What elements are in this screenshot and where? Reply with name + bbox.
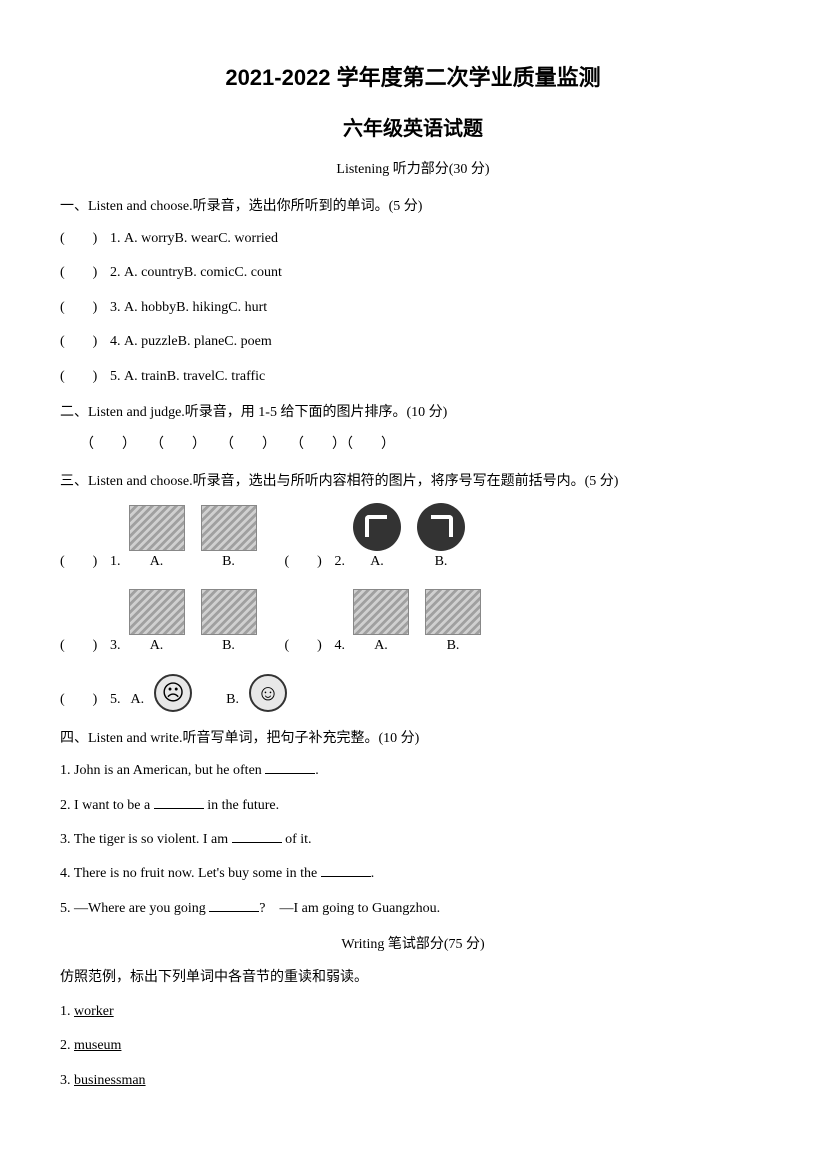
writing-word-2: 2. museum <box>60 1035 766 1057</box>
paren: ( ) <box>60 551 110 573</box>
happy-face-icon: ☺ <box>249 674 287 712</box>
paren: ( ) <box>60 366 110 388</box>
opt-b: B. <box>447 635 460 657</box>
blank <box>154 795 204 809</box>
word: businessman <box>74 1073 146 1088</box>
opts: A. worryB. wearC. worried <box>124 228 278 250</box>
section4-heading: 四、Listen and write.听音写单词，把句子补充完整。(10 分) <box>60 728 766 750</box>
qnum: 3. <box>110 635 121 657</box>
word: museum <box>74 1038 121 1053</box>
writing-word-3: 3. businessman <box>60 1070 766 1092</box>
qnum: 1. <box>110 228 121 250</box>
pre-text: 3. The tiger is so violent. I am <box>60 832 232 847</box>
paren: ( ) <box>60 297 110 319</box>
opt-a: A. <box>150 635 164 657</box>
s3-q1: ( ) 1. A. B. <box>60 505 265 573</box>
qnum: 2. <box>110 262 121 284</box>
post-text: of it. <box>282 832 312 847</box>
s3-q3-img-b <box>201 589 257 635</box>
wnum: 1. <box>60 1004 74 1019</box>
opt-a: A. <box>131 689 145 711</box>
opt-b: B. <box>222 551 235 573</box>
paren: ( ) <box>60 228 110 250</box>
s1-item-4: ( ) 4. A. puzzleB. planeC. poem <box>60 331 766 353</box>
opt-a: A. <box>370 551 384 573</box>
s3-row-3: ( ) 5. A. ☹ B. ☺ <box>60 674 766 712</box>
s1-item-5: ( ) 5. A. trainB. travelC. traffic <box>60 366 766 388</box>
s4-item-4: 4. There is no fruit now. Let's buy some… <box>60 863 766 885</box>
opt-b: B. <box>222 635 235 657</box>
s1-item-1: ( ) 1. A. worryB. wearC. worried <box>60 228 766 250</box>
qnum: 5. <box>110 689 121 711</box>
s3-q2-img-b <box>417 503 465 551</box>
wnum: 2. <box>60 1038 74 1053</box>
pre-text: 4. There is no fruit now. Let's buy some… <box>60 866 321 881</box>
blank <box>232 829 282 843</box>
pre-text: 5. —Where are you going <box>60 901 209 916</box>
s3-q1-img-b <box>201 505 257 551</box>
writing-label: Writing 笔试部分(75 分) <box>60 934 766 956</box>
sub-title: 六年级英语试题 <box>60 113 766 145</box>
s3-q4-img-a <box>353 589 409 635</box>
blanks-row: （ ） （ ） （ ） （ ）（ ） <box>80 434 395 456</box>
section3-heading: 三、Listen and choose.听录音，选出与所听内容相符的图片，将序号… <box>60 471 766 493</box>
s4-item-5: 5. —Where are you going ? —I am going to… <box>60 898 766 920</box>
section1-heading: 一、Listen and choose.听录音，选出你所听到的单词。(5 分) <box>60 196 766 218</box>
writing-word-1: 1. worker <box>60 1001 766 1023</box>
opts: A. hobbyB. hikingC. hurt <box>124 297 267 319</box>
s3-q1-img-a <box>129 505 185 551</box>
wnum: 3. <box>60 1073 74 1088</box>
listening-label: Listening 听力部分(30 分) <box>60 159 766 181</box>
opts: A. trainB. travelC. traffic <box>124 366 265 388</box>
opt-a: A. <box>374 635 388 657</box>
pre-text: 1. John is an American, but he often <box>60 763 265 778</box>
s2-blanks: （ ） （ ） （ ） （ ）（ ） <box>60 434 766 456</box>
paren: ( ) <box>285 551 335 573</box>
paren: ( ) <box>60 635 110 657</box>
s3-q2: ( ) 2. A. B. <box>285 503 474 573</box>
section2-heading: 二、Listen and judge.听录音，用 1-5 给下面的图片排序。(1… <box>60 402 766 424</box>
post-text: . <box>315 763 319 778</box>
s3-row-2: ( ) 3. A. B. ( ) 4. A. B. <box>60 589 766 657</box>
writing-instruction: 仿照范例，标出下列单词中各音节的重读和弱读。 <box>60 967 766 989</box>
s3-q2-img-a <box>353 503 401 551</box>
paren: ( ) <box>285 635 335 657</box>
word: worker <box>74 1004 114 1019</box>
paren: ( ) <box>60 331 110 353</box>
qnum: 2. <box>335 551 346 573</box>
pre-text: 2. I want to be a <box>60 798 154 813</box>
blank <box>265 760 315 774</box>
qnum: 4. <box>110 331 121 353</box>
opt-a: A. <box>150 551 164 573</box>
opt-b: B. <box>226 689 239 711</box>
qnum: 5. <box>110 366 121 388</box>
s1-item-2: ( ) 2. A. countryB. comicC. count <box>60 262 766 284</box>
s4-item-3: 3. The tiger is so violent. I am of it. <box>60 829 766 851</box>
s3-q4: ( ) 4. A. B. <box>285 589 490 657</box>
qnum: 3. <box>110 297 121 319</box>
qnum: 4. <box>335 635 346 657</box>
blank <box>321 863 371 877</box>
post-text: . <box>371 866 375 881</box>
post-text: in the future. <box>204 798 279 813</box>
s1-item-3: ( ) 3. A. hobbyB. hikingC. hurt <box>60 297 766 319</box>
opts: A. countryB. comicC. count <box>124 262 282 284</box>
s4-item-1: 1. John is an American, but he often . <box>60 760 766 782</box>
main-title: 2021-2022 学年度第二次学业质量监测 <box>60 60 766 95</box>
s3-q4-img-b <box>425 589 481 635</box>
opts: A. puzzleB. planeC. poem <box>124 331 272 353</box>
s3-q3-img-a <box>129 589 185 635</box>
s3-row-1: ( ) 1. A. B. ( ) 2. A. B. <box>60 503 766 573</box>
s4-item-2: 2. I want to be a in the future. <box>60 795 766 817</box>
s3-q5: ( ) 5. A. ☹ B. ☺ <box>60 674 291 712</box>
qnum: 1. <box>110 551 121 573</box>
sad-face-icon: ☹ <box>154 674 192 712</box>
post-text: ? —I am going to Guangzhou. <box>259 901 440 916</box>
s3-q3: ( ) 3. A. B. <box>60 589 265 657</box>
paren: ( ) <box>60 689 110 711</box>
blank <box>209 898 259 912</box>
opt-b: B. <box>435 551 448 573</box>
paren: ( ) <box>60 262 110 284</box>
